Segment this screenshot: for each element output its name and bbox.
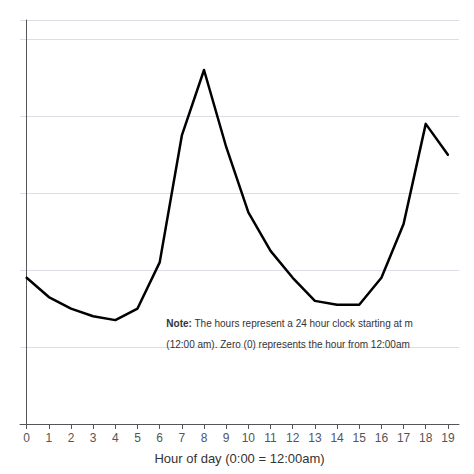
svg-text:(12:00 am). Zero (0) represent: (12:00 am). Zero (0) represents the hour…: [166, 339, 409, 350]
svg-text:9: 9: [223, 431, 230, 445]
svg-text:The hours represent a 24 hour: The hours represent a 24 hour clock star…: [192, 318, 413, 329]
svg-text:7: 7: [179, 431, 186, 445]
svg-text:3: 3: [90, 431, 97, 445]
svg-text:4: 4: [112, 431, 119, 445]
svg-text:17: 17: [397, 431, 411, 445]
svg-text:18: 18: [419, 431, 433, 445]
svg-text:12: 12: [286, 431, 300, 445]
svg-text:6: 6: [156, 431, 163, 445]
svg-text:1: 1: [45, 431, 52, 445]
svg-text:19: 19: [441, 431, 455, 445]
svg-text:Note:: Note:: [166, 318, 192, 329]
svg-text:5: 5: [134, 431, 141, 445]
svg-text:15: 15: [353, 431, 367, 445]
svg-text:11: 11: [264, 431, 277, 445]
svg-text:10: 10: [242, 431, 256, 445]
svg-text:0: 0: [23, 431, 30, 445]
svg-text:2: 2: [68, 431, 75, 445]
svg-text:8: 8: [201, 431, 208, 445]
svg-text:14: 14: [330, 431, 344, 445]
svg-text:16: 16: [375, 431, 389, 445]
svg-text:Hour of day (0:00 = 12:00am): Hour of day (0:00 = 12:00am): [154, 451, 324, 466]
svg-text:13: 13: [308, 431, 322, 445]
